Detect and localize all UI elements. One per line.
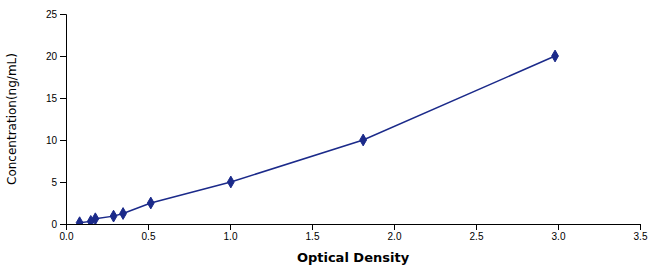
x-axis: 0.0 0.5 1.0 1.5 2.0 2.5 3.0 3.5 xyxy=(60,224,648,242)
tick-mark xyxy=(148,224,149,230)
tick-label: 0.0 xyxy=(60,231,74,242)
tick: 1.0 xyxy=(224,224,238,242)
tick-label: 20 xyxy=(46,51,58,62)
tick-label: 1.0 xyxy=(224,231,238,242)
y-axis: 0 5 10 15 20 25 xyxy=(46,9,67,230)
tick: 3.5 xyxy=(634,224,648,242)
line xyxy=(80,56,555,223)
tick: 25 xyxy=(46,9,66,20)
tick-label: 1.5 xyxy=(306,231,320,242)
chart: 0.0 0.5 1.0 1.5 2.0 2.5 3.0 3.5 0 5 10 15 20 25 Optica… xyxy=(0,0,664,272)
tick: 15 xyxy=(46,93,66,104)
point xyxy=(92,213,99,224)
tick-mark xyxy=(558,224,559,230)
point xyxy=(120,208,127,220)
tick-label: 2.0 xyxy=(388,231,402,242)
axis-line xyxy=(60,15,67,225)
tick-label: 3.5 xyxy=(634,231,648,242)
point xyxy=(76,217,83,224)
tick-mark xyxy=(60,98,66,99)
tick: 0 xyxy=(51,219,66,230)
axis-line xyxy=(67,225,641,231)
tick-mark xyxy=(230,224,231,230)
tick-mark xyxy=(394,224,395,230)
tick-mark xyxy=(60,182,66,183)
tick-mark xyxy=(60,14,66,15)
point xyxy=(227,176,234,188)
tick: 20 xyxy=(46,51,66,62)
tick: 2.0 xyxy=(388,224,402,242)
tick: 5 xyxy=(51,177,66,188)
tick-label: 3.0 xyxy=(552,231,566,242)
tick-mark xyxy=(312,224,313,230)
tick: 0.0 xyxy=(60,224,74,242)
tick-mark xyxy=(60,224,66,225)
point xyxy=(360,134,367,146)
tick-mark xyxy=(60,140,66,141)
tick-label: 10 xyxy=(46,135,58,146)
tick: 0.5 xyxy=(142,224,156,242)
x-axis-title: Optical Density xyxy=(297,250,410,265)
tick-label: 0 xyxy=(51,219,57,230)
y-axis-title: Concentration(ng/mL) xyxy=(5,53,19,185)
tick-mark xyxy=(640,224,641,230)
tick: 1.5 xyxy=(306,224,320,242)
plot: 0.0 0.5 1.0 1.5 2.0 2.5 3.0 3.5 0 5 10 15 20 25 xyxy=(46,9,648,242)
marks xyxy=(76,50,558,224)
point xyxy=(110,210,117,222)
point xyxy=(552,50,559,62)
tick-label: 5 xyxy=(51,177,57,188)
tick: 2.5 xyxy=(470,224,484,242)
tick: 3.0 xyxy=(552,224,566,242)
tick-label: 2.5 xyxy=(470,231,484,242)
tick-label: 25 xyxy=(46,9,58,20)
tick-label: 0.5 xyxy=(142,231,156,242)
tick-mark xyxy=(476,224,477,230)
point xyxy=(147,197,154,209)
tick: 10 xyxy=(46,135,66,146)
tick-mark xyxy=(60,56,66,57)
tick-label: 15 xyxy=(46,93,58,104)
